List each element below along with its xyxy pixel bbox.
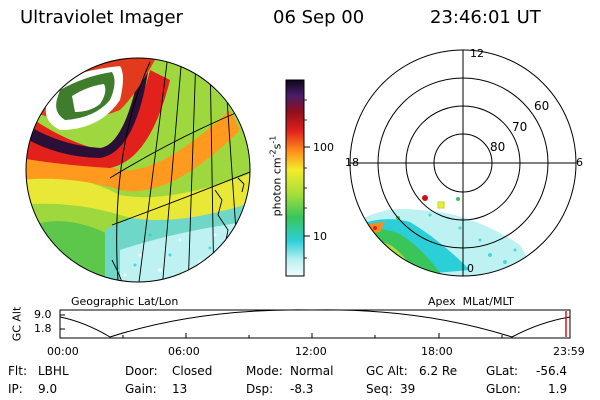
time-label: 23:46:01 UT — [430, 7, 541, 28]
xtick-0600: 06:00 — [168, 345, 200, 358]
mlt-0-label: 0 — [467, 262, 474, 275]
colorbar — [285, 79, 310, 277]
lat-80-label: 80 — [490, 140, 506, 154]
altitude-curve — [59, 309, 571, 338]
altitude-ylabel: GC Alt — [10, 306, 24, 342]
door-label: Door: — [125, 364, 158, 378]
instrument-title: Ultraviolet Imager — [20, 7, 183, 28]
mlt-6-label: 6 — [576, 156, 583, 169]
glat-label: GLat: — [486, 364, 519, 378]
geographic-caption: Geographic Lat/Lon — [71, 295, 179, 308]
mode-label: Mode: — [246, 364, 283, 378]
marker-yellow-square — [437, 201, 445, 209]
geographic-image — [25, 57, 251, 283]
colorbar-unit-base: photon cm — [270, 157, 284, 217]
colorbar-tick-100: 100 — [313, 141, 334, 154]
ip-value: 9.0 — [38, 382, 58, 396]
colorbar-tick-10: 10 — [313, 230, 327, 243]
dsp-value: -8.3 — [290, 382, 314, 396]
glat-value: -56.4 — [536, 364, 568, 378]
seq-label: Seq: — [366, 382, 393, 396]
colorbar-unit-exp2: -1 — [268, 135, 278, 144]
glon-label: GLon: — [486, 382, 521, 396]
colorbar-unit-exp1: -2 — [268, 149, 278, 158]
xtick-0000: 00:00 — [47, 345, 79, 358]
gcalt-value: 6.2 Re — [419, 364, 458, 378]
polar-caption: Apex MLat/MLT — [428, 295, 514, 308]
dsp-label: Dsp: — [246, 382, 274, 396]
lat-70-label: 70 — [512, 120, 528, 134]
altitude-ytick-low: 1.8 — [34, 322, 52, 335]
xtick-1800: 18:00 — [421, 345, 453, 358]
colorbar-unit-mid: s — [270, 143, 284, 150]
gain-label: Gain: — [125, 382, 157, 396]
date-label: 06 Sep 00 — [273, 7, 365, 28]
marker-red-dot — [422, 195, 428, 201]
mlt-18-label: 18 — [345, 156, 359, 169]
polar-image — [349, 49, 577, 277]
gain-value: 13 — [172, 382, 188, 396]
door-value: Closed — [172, 364, 213, 378]
seq-value: 39 — [400, 382, 416, 396]
lat-60-label: 60 — [534, 99, 550, 113]
gcalt-label: GC Alt: — [366, 364, 408, 378]
flt-label: Flt: — [8, 364, 27, 378]
altitude-plot — [59, 309, 571, 339]
colorbar-unit: photon cm-2s-1 — [268, 135, 284, 217]
flt-value: LBHL — [38, 364, 69, 378]
xtick-1200: 12:00 — [295, 345, 327, 358]
mlt-12-label: 12 — [470, 47, 484, 60]
glon-value: 1.9 — [548, 382, 568, 396]
mode-value: Normal — [290, 364, 334, 378]
xtick-2359: 23:59 — [553, 345, 585, 358]
ip-label: IP: — [8, 382, 23, 396]
altitude-ytick-high: 9.0 — [34, 308, 52, 321]
